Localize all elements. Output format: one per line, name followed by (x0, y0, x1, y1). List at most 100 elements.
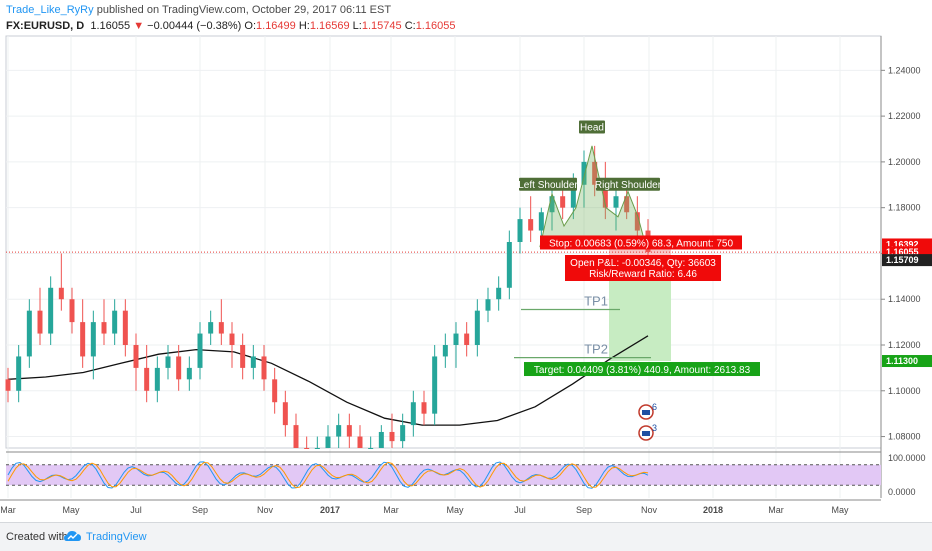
candle-body (282, 402, 288, 426)
x-tick-label: Mar (768, 505, 784, 515)
x-tick-label: 2018 (703, 505, 723, 515)
x-tick-label: Sep (576, 505, 592, 515)
y-tick-label: 1.08000 (888, 432, 921, 442)
candle-body (69, 299, 75, 323)
stoch-d-line (7, 461, 649, 489)
stop-label: Stop: 0.00683 (0.59%) 68.3, Amount: 750 (549, 238, 733, 249)
candle-body (336, 425, 342, 437)
candle-body (560, 196, 566, 208)
candle-body (293, 425, 299, 448)
candle-body (410, 402, 416, 426)
close-label: C: (404, 20, 416, 32)
candle-body (101, 322, 107, 334)
high-value: 1.16569 (309, 20, 350, 32)
candle-body (122, 310, 128, 345)
ohlc-legend: FX:EURUSD, D 1.16055 ▼ −0.00444 (−0.38%)… (6, 20, 455, 32)
chart-canvas[interactable]: Left Shoulder Head Right Shoulder TP1 TP2 St… (0, 0, 932, 522)
x-tick-label: Jul (130, 505, 142, 515)
x-tick-label: Sep (192, 505, 208, 515)
candle-body (80, 322, 86, 357)
candle-body (26, 310, 32, 357)
candle-body (5, 379, 11, 391)
candle-body (186, 367, 192, 380)
candle-body (389, 431, 395, 442)
candle-body (496, 287, 502, 300)
candle-body (464, 333, 470, 345)
candle-body (240, 345, 246, 368)
close-value: 1.16055 (415, 20, 456, 32)
tp-label: TP2 (584, 342, 608, 357)
event-count: 3 (652, 423, 657, 433)
candle-body (229, 333, 235, 345)
pattern-label-bg (579, 120, 605, 134)
high-label: H: (298, 20, 310, 32)
x-tick-label: Mar (383, 505, 399, 515)
candle-body (453, 333, 459, 345)
candle-body (421, 402, 427, 414)
price-change: −0.00444 (−0.38%) (147, 20, 242, 32)
candle-body (378, 431, 384, 448)
candle-body (528, 219, 534, 231)
candle-body (432, 356, 438, 414)
candle-body (176, 356, 182, 380)
candle-body (517, 219, 523, 242)
created-with-text: Created with (6, 531, 68, 543)
candle-body (250, 356, 256, 368)
x-tick-label: 2017 (320, 505, 340, 515)
candle-body (37, 310, 43, 334)
candle-body (581, 161, 587, 185)
x-tick-label: May (62, 505, 80, 515)
stop-label-bg (540, 235, 742, 250)
candle-body (400, 425, 406, 442)
candle-body (144, 367, 150, 391)
y-tick-label: 1.12000 (888, 340, 921, 350)
x-tick-label: Mar (0, 505, 16, 515)
candle-body (16, 356, 22, 391)
pattern-label: Head (580, 123, 604, 134)
time-axis[interactable]: Mar May Jul Sep Nov 2017 Mar May Jul Sep Nov 2018 Ma… (0, 499, 881, 515)
head-and-shoulders-pattern: Left Shoulder Head Right Shoulder (518, 120, 662, 248)
target-label-bg (524, 362, 760, 377)
price-axis-tag (882, 355, 932, 368)
candle-body (272, 379, 278, 403)
candle-body (592, 161, 598, 185)
published-text: published on TradingView.com, October 29… (96, 4, 392, 16)
pattern-shape (539, 145, 647, 248)
x-tick-label: May (446, 505, 464, 515)
candle-body (90, 322, 96, 357)
y-tick-label: 1.22000 (888, 111, 921, 121)
stoch-tick-label: 0.0000 (888, 487, 916, 497)
x-tick-label: Jul (514, 505, 526, 515)
candle-body (474, 310, 480, 345)
tradingview-brand[interactable]: TradingView (86, 531, 147, 543)
price-axis-tag (882, 246, 932, 259)
candle-body (304, 448, 310, 449)
moving-average-line (7, 335, 649, 426)
x-tick-label: May (831, 505, 849, 515)
grid (5, 35, 882, 498)
author-link[interactable]: Trade_Like_RyRy (6, 4, 94, 16)
price-axis[interactable]: 1.240001.220001.200001.180001.160001.140… (880, 36, 932, 498)
event-flag-icon (642, 431, 650, 436)
event-flag-icon (642, 410, 650, 415)
candle-body (485, 299, 491, 311)
candle-body (197, 333, 203, 368)
y-tick-label: 1.18000 (888, 203, 921, 213)
pattern-label: Right Shoulder (595, 180, 662, 191)
pattern-label-bg (596, 177, 660, 191)
candle-body (112, 310, 118, 334)
candle-body (218, 322, 224, 334)
candle-body (613, 196, 619, 208)
candle-body (506, 242, 512, 288)
candles (5, 145, 651, 449)
pnl-label: Open P&L: -0.00346, Qty: 36603 (570, 258, 716, 269)
candle-body (549, 196, 555, 213)
symbol-name[interactable]: FX:EURUSD, D (6, 20, 85, 32)
stoch-tick-label: 100.0000 (888, 453, 926, 463)
candle-body (208, 322, 214, 334)
x-tick-label: Nov (641, 505, 658, 515)
candle-body (442, 345, 448, 357)
candle-body (538, 212, 544, 231)
price-axis-tag-label: 1.11300 (886, 356, 918, 366)
candle-body (48, 287, 54, 334)
